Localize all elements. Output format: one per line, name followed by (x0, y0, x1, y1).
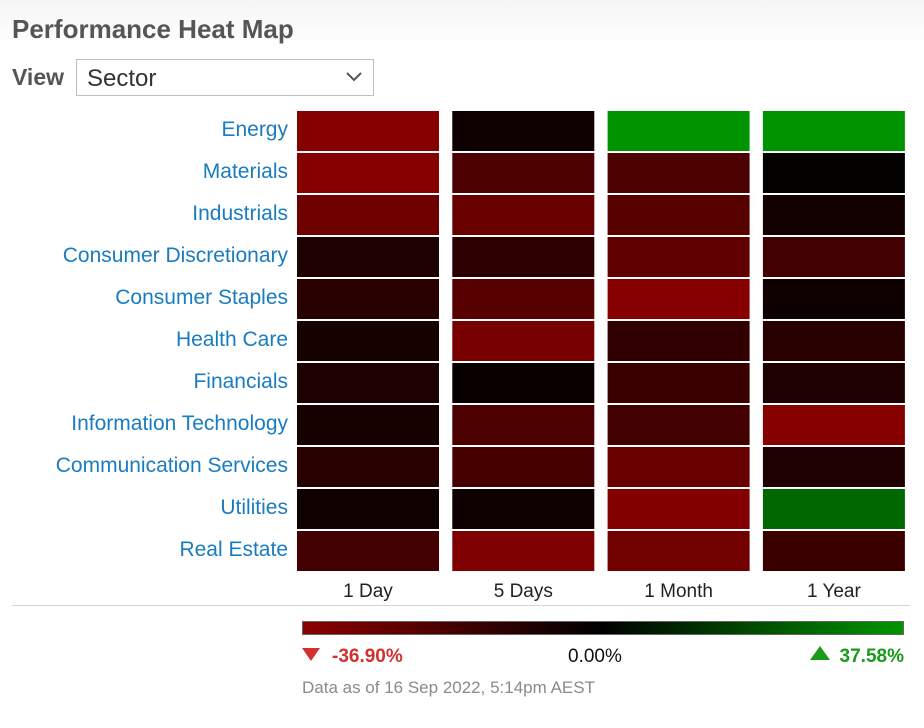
divider (12, 605, 910, 606)
color-scale-bar (302, 621, 904, 635)
heatmap-cell[interactable] (297, 195, 439, 235)
heatmap-cell[interactable] (452, 363, 595, 403)
heatmap-cell[interactable] (452, 237, 595, 277)
sector-link[interactable]: Financials (193, 370, 288, 393)
header-band (0, 0, 924, 50)
period-label: 1 Year (806, 581, 861, 602)
heatmap-cell[interactable] (452, 489, 595, 529)
heatmap-cell[interactable] (762, 321, 905, 361)
heatmap-cell[interactable] (297, 531, 439, 571)
sector-link[interactable]: Energy (221, 118, 288, 141)
page-title: Performance Heat Map (12, 14, 294, 44)
heatmap-cell[interactable] (297, 405, 439, 445)
heatmap-cell[interactable] (762, 363, 905, 403)
heatmap-cell[interactable] (607, 489, 750, 529)
heatmap-cell[interactable] (762, 447, 905, 487)
heatmap-cell[interactable] (607, 447, 750, 487)
heatmap-cell[interactable] (762, 111, 905, 151)
heatmap-cell[interactable] (452, 447, 595, 487)
scale-max: 37.58% (809, 646, 904, 668)
heatmap-cell[interactable] (452, 111, 595, 151)
heatmap-cell[interactable] (607, 363, 750, 403)
up-arrow-icon (809, 646, 830, 660)
sector-link[interactable]: Materials (202, 160, 288, 183)
heatmap-cell[interactable] (762, 405, 905, 445)
sector-link[interactable]: Information Technology (71, 412, 288, 435)
heatmap-cell[interactable] (762, 195, 905, 235)
sector-link[interactable]: Industrials (192, 202, 288, 225)
heatmap-cell[interactable] (607, 321, 750, 361)
heatmap-cell[interactable] (762, 153, 905, 193)
down-arrow-icon (302, 648, 320, 661)
heatmap-cell[interactable] (762, 279, 905, 319)
heatmap-cell[interactable] (452, 279, 595, 319)
heatmap-cell[interactable] (452, 195, 595, 235)
heatmap-cell[interactable] (607, 405, 750, 445)
data-timestamp: Data as of 16 Sep 2022, 5:14pm AEST (302, 678, 595, 697)
scale-min: -36.90% (302, 646, 403, 668)
heatmap-cell[interactable] (607, 195, 750, 235)
sector-link[interactable]: Health Care (175, 328, 288, 351)
heatmap-cell[interactable] (297, 321, 439, 361)
scale-min-value: -36.90% (332, 646, 403, 667)
heatmap-cell[interactable] (297, 447, 439, 487)
heatmap-cell[interactable] (297, 237, 439, 277)
period-label: 5 Days (493, 581, 553, 602)
heatmap-cell[interactable] (762, 489, 905, 529)
heatmap-cell[interactable] (297, 153, 439, 193)
heatmap-cell[interactable] (452, 321, 595, 361)
heatmap-cell[interactable] (607, 531, 750, 571)
heatmap-cell[interactable] (607, 153, 750, 193)
heatmap-cell[interactable] (297, 111, 439, 151)
view-select[interactable]: Sector (76, 59, 374, 96)
heatmap-cell[interactable] (762, 237, 905, 277)
heatmap-cell[interactable] (297, 279, 439, 319)
heatmap-cell[interactable] (607, 237, 750, 277)
heatmap-cell[interactable] (607, 111, 750, 151)
sector-link[interactable]: Utilities (220, 496, 288, 519)
heatmap-cell[interactable] (762, 531, 905, 571)
heatmap-cell[interactable] (297, 489, 439, 529)
heatmap-grid (297, 111, 905, 571)
period-label: 1 Month (644, 581, 713, 602)
view-label: View (12, 64, 64, 90)
heatmap-cell[interactable] (452, 405, 595, 445)
heatmap-cell[interactable] (452, 153, 595, 193)
sector-link[interactable]: Consumer Discretionary (62, 244, 288, 267)
period-label: 1 Day (343, 581, 393, 602)
scale-max-value: 37.58% (839, 646, 904, 667)
heatmap-cell[interactable] (607, 279, 750, 319)
chevron-down-icon (346, 72, 362, 82)
sector-link[interactable]: Real Estate (179, 538, 288, 561)
heatmap-cell[interactable] (297, 363, 439, 403)
heatmap-cell[interactable] (452, 531, 595, 571)
scale-mid-value: 0.00% (568, 646, 622, 667)
view-select-value: Sector (87, 65, 157, 92)
sector-link[interactable]: Communication Services (55, 454, 288, 477)
sector-link[interactable]: Consumer Staples (115, 286, 288, 309)
